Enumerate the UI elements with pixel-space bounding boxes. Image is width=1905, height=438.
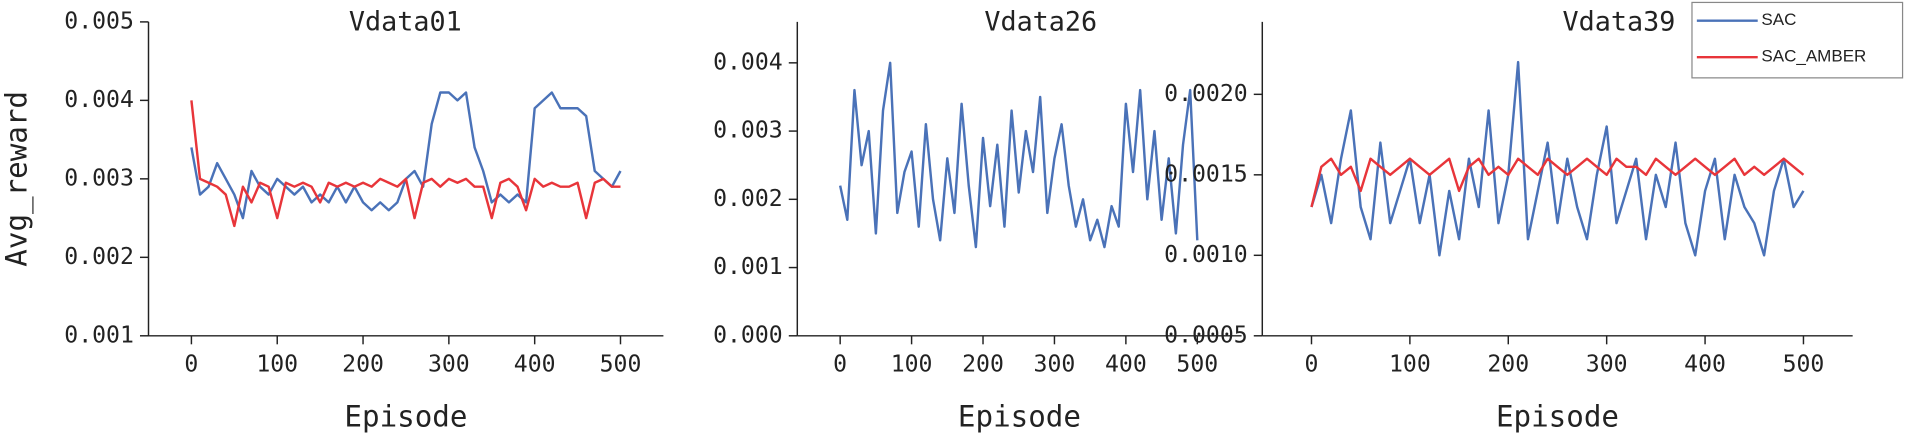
- y-tick-label: 0.005: [64, 8, 134, 34]
- x-axis-label: Episode: [958, 400, 1081, 434]
- x-tick-label: 100: [256, 352, 298, 378]
- series-line: [1310, 157, 1805, 208]
- y-axis-label: Avg_reward: [0, 91, 34, 267]
- y-tick-label: 0.003: [713, 118, 783, 144]
- chart-title: Vdata26: [984, 7, 1097, 38]
- chart-title: Vdata01: [349, 7, 462, 38]
- x-tick-label: 300: [428, 352, 470, 378]
- x-tick-label: 0: [184, 352, 198, 378]
- x-tick-label: 300: [1034, 352, 1076, 378]
- x-tick-label: 500: [1783, 352, 1825, 378]
- y-tick-label: 0.002: [64, 244, 134, 270]
- y-tick-label: 0.0015: [1164, 161, 1248, 187]
- series-line: [190, 100, 621, 228]
- y-tick-label: 0.001: [713, 254, 783, 280]
- legend-label: SAC: [1761, 10, 1796, 29]
- x-axis-label: Episode: [344, 400, 467, 434]
- y-tick-label: 0.0020: [1164, 81, 1248, 107]
- y-tick-label: 0.0005: [1164, 322, 1248, 348]
- legend-label: SAC_AMBER: [1761, 47, 1866, 66]
- x-tick-label: 400: [514, 352, 556, 378]
- series-line: [838, 61, 1199, 249]
- x-tick-label: 200: [1487, 352, 1529, 378]
- chart-title: Vdata39: [1563, 7, 1676, 38]
- x-tick-label: 400: [1684, 352, 1726, 378]
- x-tick-label: 100: [891, 352, 933, 378]
- x-tick-label: 0: [1305, 352, 1319, 378]
- y-tick-label: 0.001: [64, 322, 134, 348]
- x-tick-label: 500: [600, 352, 642, 378]
- y-tick-label: 0.004: [64, 87, 134, 113]
- y-tick-label: 0.002: [713, 186, 783, 212]
- x-tick-label: 400: [1105, 352, 1147, 378]
- series-line: [1310, 60, 1805, 257]
- x-axis-label: Episode: [1496, 400, 1619, 434]
- x-tick-label: 500: [1176, 352, 1218, 378]
- y-tick-label: 0.003: [64, 165, 134, 191]
- x-tick-label: 200: [342, 352, 384, 378]
- x-tick-label: 200: [962, 352, 1004, 378]
- y-tick-label: 0.000: [713, 322, 783, 348]
- legend-box: [1691, 1, 1904, 79]
- y-tick-label: 0.0010: [1164, 242, 1248, 268]
- y-tick-label: 0.004: [713, 49, 783, 75]
- x-tick-label: 300: [1586, 352, 1628, 378]
- x-tick-label: 0: [833, 352, 847, 378]
- x-tick-label: 100: [1389, 352, 1431, 378]
- series-line: [190, 91, 622, 220]
